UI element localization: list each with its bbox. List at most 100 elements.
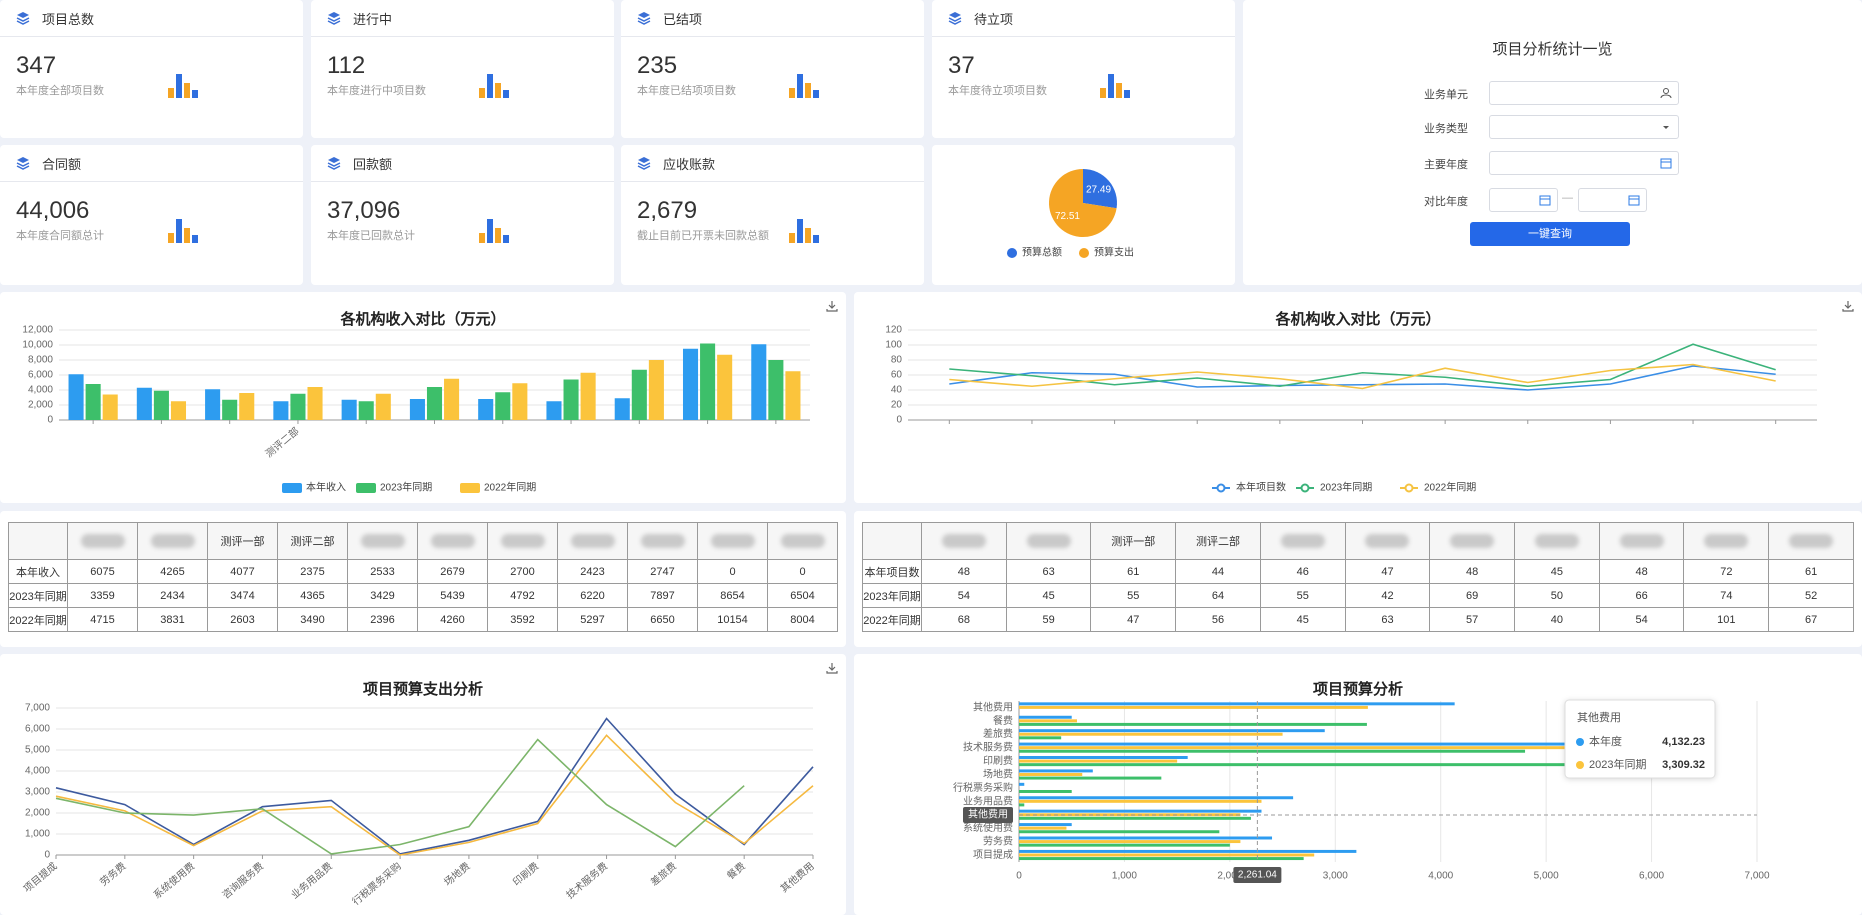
- download-icon[interactable]: [826, 663, 838, 674]
- table-cell: 69: [1429, 583, 1516, 608]
- table-cell: 54: [1598, 607, 1685, 632]
- bar: [1019, 826, 1067, 830]
- icon-shape: [16, 165, 30, 170]
- bar: [512, 383, 528, 420]
- user-icon: [1660, 88, 1672, 99]
- table-cell: 8004: [767, 607, 838, 632]
- card-title: 已结项: [663, 11, 703, 27]
- chart-title: 各机构收入对比（万元）: [1274, 310, 1440, 328]
- compare-end-input[interactable]: [1578, 188, 1647, 212]
- bar: [546, 401, 562, 420]
- chart-panel: 各机构收入对比（万元） 0 2,000 4,000 6,000 8,000 10,000 12…: [0, 292, 846, 503]
- year-input[interactable]: [1489, 151, 1679, 175]
- bar: [1019, 799, 1262, 803]
- icon-bar: [184, 228, 190, 243]
- icon-bar: [487, 219, 493, 243]
- card-value: 112: [327, 52, 366, 79]
- icon-bar: [192, 90, 198, 98]
- download-icon[interactable]: [1842, 301, 1854, 312]
- bar: [1019, 830, 1220, 834]
- card-header: 合同额: [0, 145, 303, 182]
- table-cell: 45: [1005, 583, 1092, 608]
- column-header: [1429, 522, 1516, 560]
- table-cell: 64: [1175, 583, 1261, 608]
- bar: [631, 369, 647, 420]
- legend-label: 2022年同期: [1424, 481, 1476, 494]
- icon-bar: [479, 88, 485, 98]
- table-cell: 2423: [557, 559, 628, 584]
- legend-marker: [1079, 248, 1089, 258]
- icon-bar: [1124, 90, 1130, 98]
- card-desc: 本年度已回款总计: [327, 230, 415, 242]
- bar: [1019, 840, 1241, 844]
- compare-start-input[interactable]: [1489, 188, 1558, 212]
- tooltip-title: 其他费用: [1577, 711, 1621, 724]
- card-value: 44,006: [16, 197, 90, 224]
- icon-bar: [168, 233, 174, 243]
- card-icon: [948, 12, 962, 25]
- bar: [700, 343, 716, 420]
- table-cell: 5439: [417, 583, 488, 608]
- chart: 各机构收入对比（万元） 0 2,000 4,000 6,000 8,000 10,000 12…: [22, 301, 838, 494]
- icon-bar: [797, 219, 803, 243]
- icon-bar: [1100, 88, 1106, 98]
- column-header: [1005, 522, 1092, 560]
- table-cell: 2434: [137, 583, 208, 608]
- column-header: [697, 522, 768, 560]
- card-header: 待立项: [932, 0, 1235, 37]
- icon-shape: [637, 17, 651, 22]
- bar: [1019, 702, 1455, 706]
- table-cell: 8654: [697, 583, 768, 608]
- query-button[interactable]: 一键查询: [1470, 222, 1630, 246]
- legend-marker: [1300, 483, 1310, 493]
- caret-icon: [1663, 126, 1669, 129]
- tooltip-value: 4,132.23: [1662, 736, 1705, 748]
- kpi-card: 回款额 37,096 本年度已回款总计: [311, 145, 614, 285]
- icon-bar: [495, 228, 501, 243]
- table-cell: 101: [1683, 607, 1770, 632]
- table-cell: 74: [1683, 583, 1770, 608]
- unit-input[interactable]: [1489, 81, 1679, 105]
- type-select[interactable]: [1489, 115, 1679, 139]
- bar: [85, 384, 101, 420]
- table-cell: 3592: [487, 607, 558, 632]
- row-header: 2023年同期: [862, 583, 922, 608]
- kpi-card: 进行中 112 本年度进行中项目数: [311, 0, 614, 138]
- table-cell: 56: [1175, 607, 1261, 632]
- redacted-text: [570, 534, 615, 548]
- icon-shape: [1842, 301, 1854, 312]
- x-tick-label: 业务用品费: [288, 859, 335, 901]
- card-header: 进行中: [311, 0, 614, 37]
- y-tick-label: 4,000: [25, 766, 50, 777]
- y-tick-label: 其他费用: [973, 700, 1013, 713]
- column-header: [347, 522, 418, 560]
- table-cell: 6504: [767, 583, 838, 608]
- bar: [1019, 705, 1368, 709]
- row-header: 2022年同期: [8, 607, 68, 632]
- redacted-text: [360, 534, 405, 548]
- table-cell: 2375: [277, 559, 348, 584]
- card-desc: 截止目前已开票未回款总额: [637, 230, 769, 242]
- card-icon: [327, 12, 341, 25]
- y-tick-label: 技术服务费: [963, 741, 1013, 754]
- redacted-text: [1365, 534, 1410, 548]
- icon-shape: [637, 20, 651, 25]
- icon-shape: [17, 157, 29, 163]
- bar: [358, 401, 374, 420]
- download-icon[interactable]: [826, 301, 838, 312]
- bar: [1019, 732, 1283, 736]
- redacted-text: [1280, 534, 1325, 548]
- kpi-card: 应收账款 2,679 截止目前已开票未回款总额: [621, 145, 924, 285]
- x-tick-label: 6,000: [1639, 871, 1664, 882]
- tooltip-box: [1564, 699, 1716, 779]
- legend-marker: [1404, 483, 1414, 493]
- icon-bar: [797, 74, 803, 98]
- card-value: 235: [637, 52, 678, 79]
- table-cell: 63: [1005, 559, 1092, 584]
- table-cell: 52: [1768, 583, 1854, 608]
- card-icon: [16, 157, 30, 170]
- icon-bar: [503, 235, 509, 243]
- y-tick-label: 0: [47, 415, 53, 426]
- bar: [1019, 789, 1072, 793]
- bar: [614, 398, 630, 420]
